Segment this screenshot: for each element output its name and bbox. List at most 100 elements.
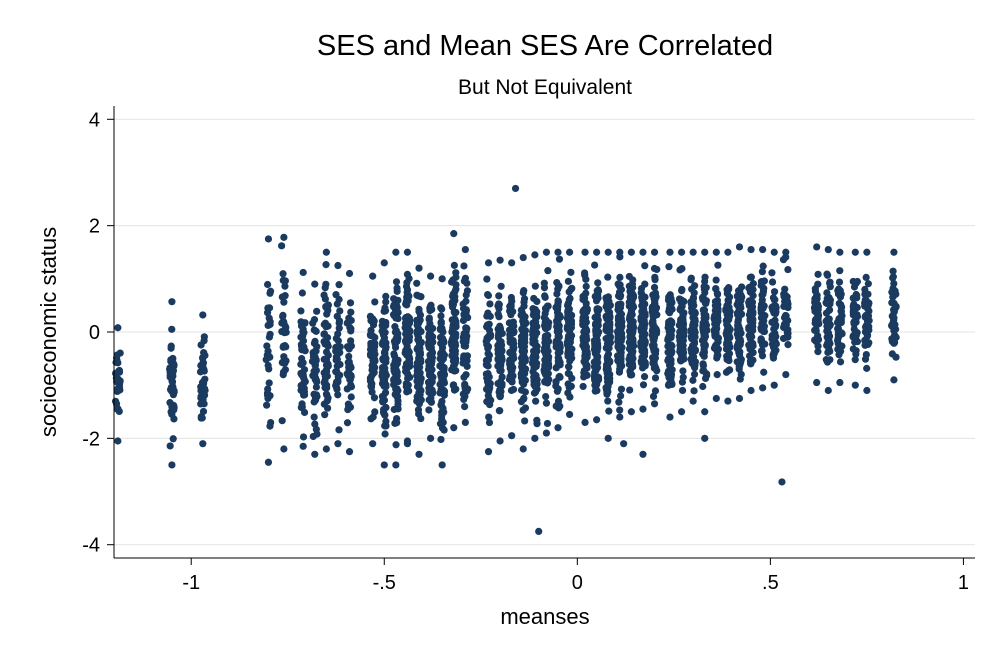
data-point: [745, 284, 753, 292]
data-point: [404, 330, 412, 338]
data-point: [836, 267, 844, 275]
data-point: [517, 386, 526, 394]
data-point: [604, 273, 612, 281]
data-point: [891, 331, 899, 339]
data-point: [381, 304, 389, 312]
data-point: [279, 270, 287, 278]
data-point: [486, 300, 494, 308]
data-point: [298, 289, 306, 297]
data-point: [427, 398, 435, 406]
data-point: [678, 378, 687, 386]
data-point: [651, 308, 659, 316]
data-point: [747, 386, 755, 395]
data-point: [813, 336, 821, 344]
data-point: [414, 334, 423, 342]
data-point: [735, 365, 743, 373]
data-point: [506, 360, 514, 368]
data-point: [593, 248, 601, 256]
data-point: [345, 269, 354, 278]
data-point: [484, 362, 492, 370]
data-point: [567, 268, 575, 276]
data-point: [769, 354, 778, 362]
data-point: [265, 379, 273, 387]
data-point: [698, 294, 707, 302]
data-point: [772, 340, 780, 348]
data-point: [366, 350, 375, 358]
data-point: [460, 395, 468, 404]
data-point: [836, 378, 844, 387]
data-point: [347, 381, 355, 389]
data-point: [508, 432, 516, 440]
data-point: [892, 353, 900, 361]
data-point: [814, 342, 822, 350]
data-point: [345, 448, 354, 456]
data-point: [310, 413, 318, 421]
data-point: [378, 369, 386, 377]
data-point: [891, 321, 899, 329]
data-point: [280, 327, 288, 335]
data-point: [517, 311, 525, 319]
data-point: [760, 368, 768, 376]
data-point: [510, 354, 518, 362]
data-point: [604, 373, 612, 381]
data-point: [664, 381, 673, 389]
data-point: [640, 373, 649, 381]
data-point: [312, 425, 320, 433]
data-point: [863, 364, 871, 372]
data-point: [531, 434, 539, 442]
data-point: [628, 280, 637, 288]
data-point: [495, 300, 503, 308]
data-point: [836, 248, 844, 256]
data-point: [464, 385, 472, 393]
data-point: [322, 248, 330, 256]
data-point: [582, 336, 591, 344]
data-point: [382, 422, 390, 430]
data-point: [114, 324, 122, 332]
data-point: [381, 355, 389, 364]
data-point: [555, 282, 563, 290]
data-point: [814, 280, 822, 288]
data-point: [723, 355, 731, 364]
data-point: [447, 278, 456, 286]
y-axis-label: socioeconomic status: [36, 227, 61, 437]
data-point: [416, 345, 424, 353]
data-point: [678, 324, 686, 332]
data-point: [345, 352, 353, 361]
data-point: [687, 326, 695, 335]
data-point: [566, 410, 574, 419]
data-point: [436, 324, 444, 333]
data-point: [592, 320, 600, 328]
data-point: [345, 345, 353, 353]
data-point: [427, 434, 435, 442]
data-point: [825, 306, 834, 314]
data-point: [837, 318, 845, 327]
data-point: [371, 298, 379, 306]
data-point: [690, 387, 698, 395]
data-point: [532, 349, 540, 357]
data-point: [520, 298, 528, 306]
data-point: [699, 367, 707, 375]
data-point: [691, 358, 700, 366]
data-point: [724, 323, 732, 332]
data-point: [593, 380, 601, 388]
data-point: [494, 333, 502, 342]
data-point: [451, 385, 459, 393]
data-point: [496, 437, 504, 445]
data-point: [297, 307, 305, 315]
data-point: [614, 343, 622, 351]
data-point: [368, 388, 376, 396]
data-point: [582, 304, 590, 312]
data-point: [389, 310, 398, 319]
data-point: [687, 333, 695, 341]
data-point: [593, 326, 601, 334]
data-point: [369, 272, 377, 280]
data-point: [427, 330, 435, 338]
data-point: [392, 441, 400, 449]
data-point: [566, 338, 574, 346]
data-point: [713, 371, 721, 379]
data-point: [429, 324, 437, 333]
data-point: [651, 273, 659, 281]
data-point: [758, 296, 766, 304]
data-point: [485, 413, 493, 421]
